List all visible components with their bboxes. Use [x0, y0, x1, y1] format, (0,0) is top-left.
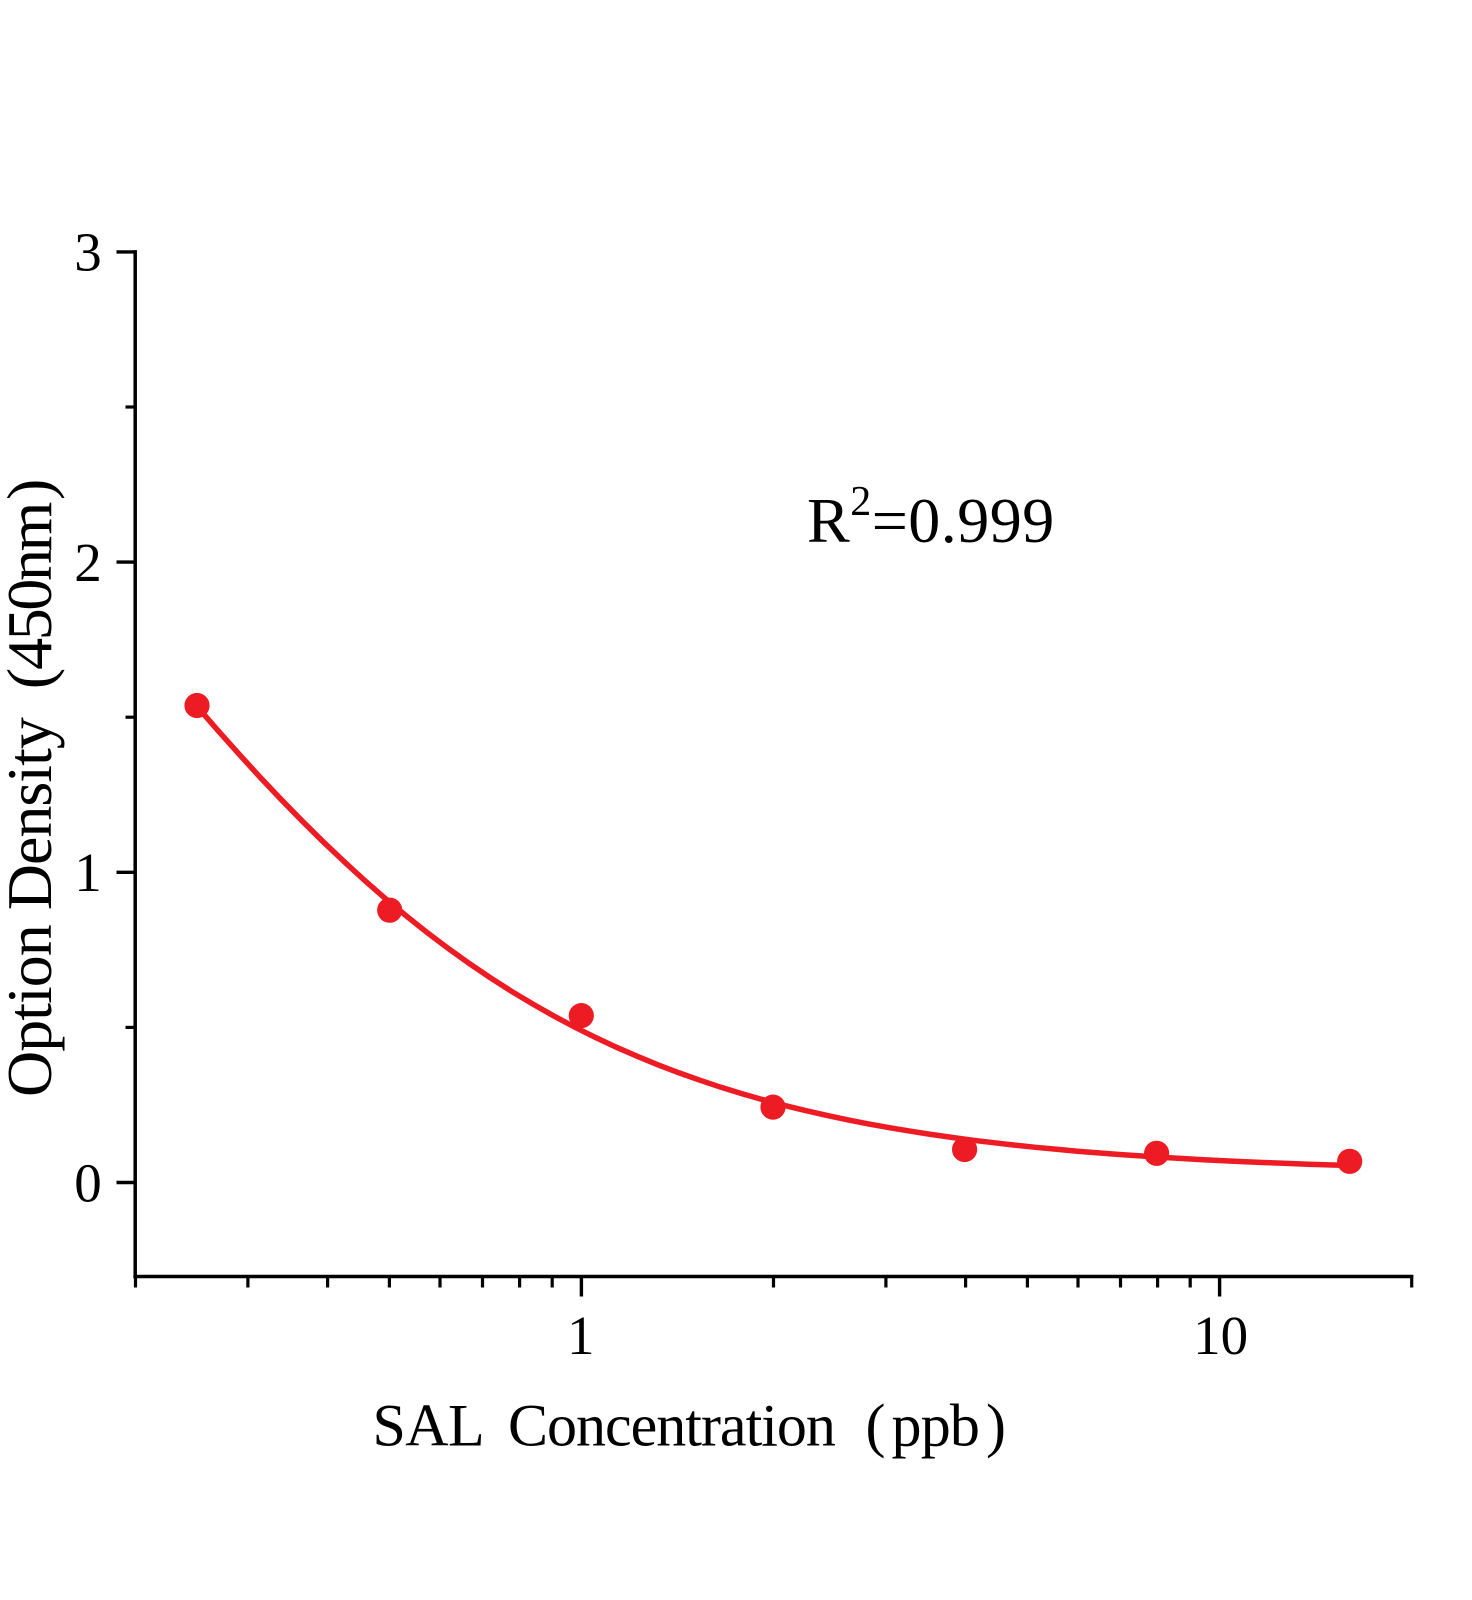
svg-text:2: 2: [74, 532, 102, 593]
svg-text:1: 1: [567, 1305, 595, 1366]
svg-text:3: 3: [74, 222, 102, 283]
svg-text:10: 10: [1193, 1305, 1248, 1366]
svg-text:Option Density(450nm): Option Density(450nm): [0, 479, 65, 1097]
svg-text:R2=0.999: R2=0.999: [807, 479, 1055, 556]
svg-text:0: 0: [74, 1152, 102, 1213]
svg-text:1: 1: [74, 842, 102, 903]
